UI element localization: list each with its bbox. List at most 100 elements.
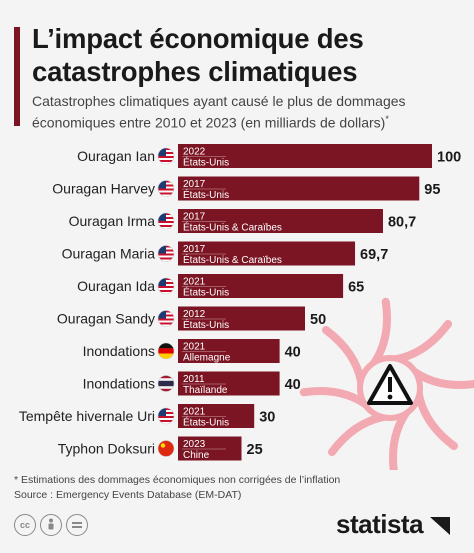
flag-body: [158, 180, 174, 197]
value-label: 25: [247, 442, 263, 458]
bar-year-label: 2021: [183, 277, 206, 288]
flag-stripe: [158, 160, 174, 162]
china-flag-icon: [157, 440, 175, 457]
flag-canton: [158, 310, 166, 319]
germany-flag-icon: [157, 342, 175, 360]
flag-body: [158, 408, 174, 424]
flag-body: [158, 343, 174, 359]
us-flag-icon: [157, 212, 175, 230]
footnote: * Estimations des dommages économiques n…: [14, 473, 340, 503]
hurricane-arm: [414, 384, 458, 450]
bar: [178, 274, 344, 298]
bar-country-label: États-Unis: [183, 318, 229, 331]
bar: [178, 209, 383, 233]
creative-commons-icon[interactable]: cc: [14, 514, 36, 536]
bar: [178, 339, 280, 363]
flag-body: [158, 148, 174, 164]
flag-ring: [157, 440, 175, 457]
bar-year-label: 2023: [183, 439, 206, 450]
category-label: Ouragan Ian: [77, 148, 155, 164]
category-label: Inondations: [83, 343, 155, 359]
value-label: 40: [285, 377, 301, 393]
bar: [178, 176, 420, 201]
statista-logo[interactable]: statista: [336, 509, 454, 540]
footnote-source: Source : Emergency Events Database (EM-D…: [14, 489, 242, 501]
no-derivatives-icon[interactable]: [66, 514, 88, 536]
flag-stripe: [158, 156, 174, 158]
bar-country-label: Thaïlande: [183, 385, 228, 396]
flag-star: [160, 443, 166, 448]
flag-body: [158, 245, 174, 262]
flag-ring: [157, 342, 175, 360]
category-label: Inondations: [83, 376, 155, 392]
category-label: Ouragan Harvey: [52, 181, 155, 197]
warning-mark: [388, 377, 392, 392]
value-label: 65: [348, 280, 364, 296]
flag-stripe: [158, 348, 174, 354]
category-label: Ouragan Maria: [62, 246, 156, 262]
attribution-icon[interactable]: [40, 514, 62, 536]
flag-body: [158, 278, 174, 294]
bar: [178, 306, 305, 331]
flag-ring: [157, 375, 175, 392]
flag-canton: [158, 278, 166, 286]
statista-logo-icon: [430, 516, 451, 535]
us-flag-icon: [157, 277, 175, 295]
value-label: 40: [285, 345, 301, 361]
category-label: Typhon Doksuri: [58, 441, 155, 457]
bar-year-label: 2012: [183, 309, 206, 320]
flag-stripe: [158, 225, 174, 227]
flag-stripe: [158, 343, 174, 349]
category-label: Ouragan Irma: [69, 213, 156, 229]
flag-stripe: [158, 416, 174, 418]
bar-year-label: 2011: [183, 374, 205, 385]
bar-country-label: États-Unis & Caraïbes: [183, 221, 282, 234]
bar-country-label: États-Unis: [183, 286, 229, 299]
bar-year-label: 2021: [183, 342, 206, 353]
warning-icon: [367, 364, 413, 405]
flag-canton: [158, 213, 166, 221]
flag-body: [158, 375, 174, 392]
flag-stripe: [158, 286, 174, 288]
bar-country-label: Chine: [183, 450, 210, 461]
flag-ring: [157, 147, 175, 165]
value-label: 69,7: [360, 247, 388, 263]
category-label: Ouragan Sandy: [57, 311, 155, 327]
flag-ring: [157, 212, 175, 230]
brand-name: statista: [336, 509, 424, 539]
flag-stripe: [158, 420, 174, 422]
footnote-note: * Estimations des dommages économiques n…: [14, 474, 341, 486]
thailand-flag-icon: [157, 375, 175, 392]
bar-year-label: 2022: [183, 147, 206, 158]
flag-canton: [158, 148, 166, 156]
chart-title: L’impact économique des catastrophes cli…: [32, 23, 364, 87]
bar-country-label: États-Unis: [183, 416, 229, 429]
license-icons: cc: [14, 514, 88, 536]
flag-stripe: [158, 380, 174, 387]
title-accent-bar: [14, 27, 20, 126]
bar-country-label: États-Unis: [183, 156, 229, 169]
flag-ring: [157, 407, 175, 425]
bar: [178, 436, 242, 461]
us-flag-icon: [157, 310, 175, 327]
category-label: Ouragan Ida: [77, 278, 155, 294]
subtitle-text: Catastrophes climatiques ayant causé le …: [32, 93, 406, 131]
bar: [178, 144, 432, 168]
flag-stripe: [158, 188, 174, 191]
flag-stripe: [158, 290, 174, 292]
subtitle-marker: *: [385, 114, 389, 124]
bar: [178, 371, 280, 396]
flag-stripe: [158, 318, 174, 321]
hurricane-arm: [322, 326, 366, 392]
value-label: 80,7: [388, 215, 416, 231]
